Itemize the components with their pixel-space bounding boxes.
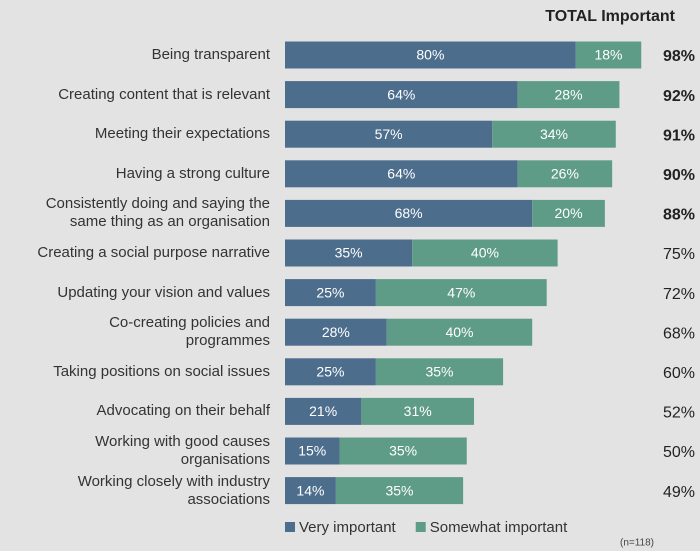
- bar-value-label: 26%: [551, 166, 579, 182]
- bar-value-label: 64%: [387, 86, 415, 102]
- bar-segment: [517, 160, 613, 188]
- category-label: Working closely with industry associatio…: [77, 472, 270, 508]
- bar-segment: [412, 239, 558, 267]
- category-label: Meeting their expectations: [94, 125, 270, 143]
- bar-segment: [335, 477, 464, 505]
- bar-value-label: 28%: [322, 324, 350, 340]
- footnote: (n=118): [620, 538, 654, 549]
- bar-value-label: 14%: [296, 482, 324, 498]
- category-label: Having a strong culture: [115, 164, 270, 182]
- bar-value-label: 21%: [309, 403, 337, 419]
- bar-segment: [575, 41, 642, 69]
- bar-value-label: 64%: [387, 166, 415, 182]
- bar-value-label: 25%: [316, 364, 344, 380]
- bar-value-label: 31%: [404, 403, 432, 419]
- totals-title: TOTAL Important: [545, 8, 675, 25]
- total-label: 52%: [663, 405, 695, 422]
- total-label: 92%: [663, 88, 695, 105]
- bar-value-label: 68%: [395, 205, 423, 221]
- bar-segment: [285, 41, 576, 69]
- bar-segment: [375, 358, 504, 386]
- category-label: Consistently doing and saying the same t…: [45, 195, 270, 231]
- bar-segment: [375, 279, 547, 307]
- legend-swatch: [415, 522, 426, 532]
- bar-segment: [386, 318, 533, 346]
- bar-value-label: 80%: [416, 47, 444, 63]
- bar-segment: [285, 239, 413, 267]
- category-label: Updating your vision and values: [57, 283, 270, 301]
- bar-value-label: 40%: [445, 324, 473, 340]
- legend-label: Somewhat important: [430, 519, 568, 536]
- bar-segment: [285, 120, 493, 148]
- total-label: 49%: [663, 484, 695, 501]
- category-label: Working with good causes organisations: [95, 433, 270, 468]
- bar-segment: [285, 358, 376, 386]
- bar-value-label: 15%: [298, 443, 326, 459]
- total-label: 75%: [663, 246, 695, 263]
- total-label: 60%: [663, 365, 695, 382]
- bar-value-label: 47%: [447, 284, 475, 300]
- bar-value-label: 20%: [555, 205, 583, 221]
- bar-segment: [492, 120, 616, 148]
- category-label: Being transparent: [151, 46, 270, 63]
- total-label: 88%: [663, 207, 695, 224]
- bar-value-label: 18%: [594, 47, 622, 63]
- bar-value-label: 35%: [389, 443, 417, 459]
- total-label: 50%: [663, 444, 695, 461]
- category-label: Advocating on their behalf: [96, 402, 270, 420]
- bar-value-label: 34%: [540, 126, 568, 142]
- bar-segment: [285, 437, 340, 465]
- bar-value-label: 40%: [471, 245, 499, 261]
- category-label: Co-creating policies and programmes: [109, 314, 270, 350]
- bar-value-label: 35%: [385, 482, 413, 498]
- bar-segment: [517, 81, 620, 109]
- legend-swatch: [285, 522, 295, 532]
- total-label: 98%: [663, 48, 695, 65]
- bar-segment: [285, 160, 518, 188]
- total-label: 90%: [663, 167, 695, 184]
- total-label: 72%: [663, 286, 695, 303]
- bar-value-label: 35%: [335, 245, 363, 261]
- category-label: Taking positions on social issues: [53, 362, 270, 380]
- bar-value-label: 25%: [316, 284, 344, 300]
- bar-segment: [285, 199, 533, 227]
- bar-segment: [339, 437, 467, 465]
- bar-value-label: 28%: [555, 86, 583, 102]
- bar-segment: [285, 279, 376, 307]
- bar-value-label: 57%: [375, 126, 403, 142]
- bar-segment: [285, 318, 387, 346]
- bar-segment: [361, 397, 475, 425]
- bar-segment: [285, 81, 518, 109]
- bar-segment: [285, 477, 336, 505]
- total-label: 68%: [663, 325, 695, 342]
- bar-segment: [532, 199, 605, 227]
- bar-value-label: 35%: [425, 364, 453, 380]
- bar-segment: [285, 397, 362, 425]
- legend-label: Very important: [299, 519, 397, 536]
- category-label: Creating a social purpose narrative: [37, 244, 270, 261]
- category-label: Creating content that is relevant: [58, 85, 270, 103]
- total-label: 91%: [663, 127, 695, 144]
